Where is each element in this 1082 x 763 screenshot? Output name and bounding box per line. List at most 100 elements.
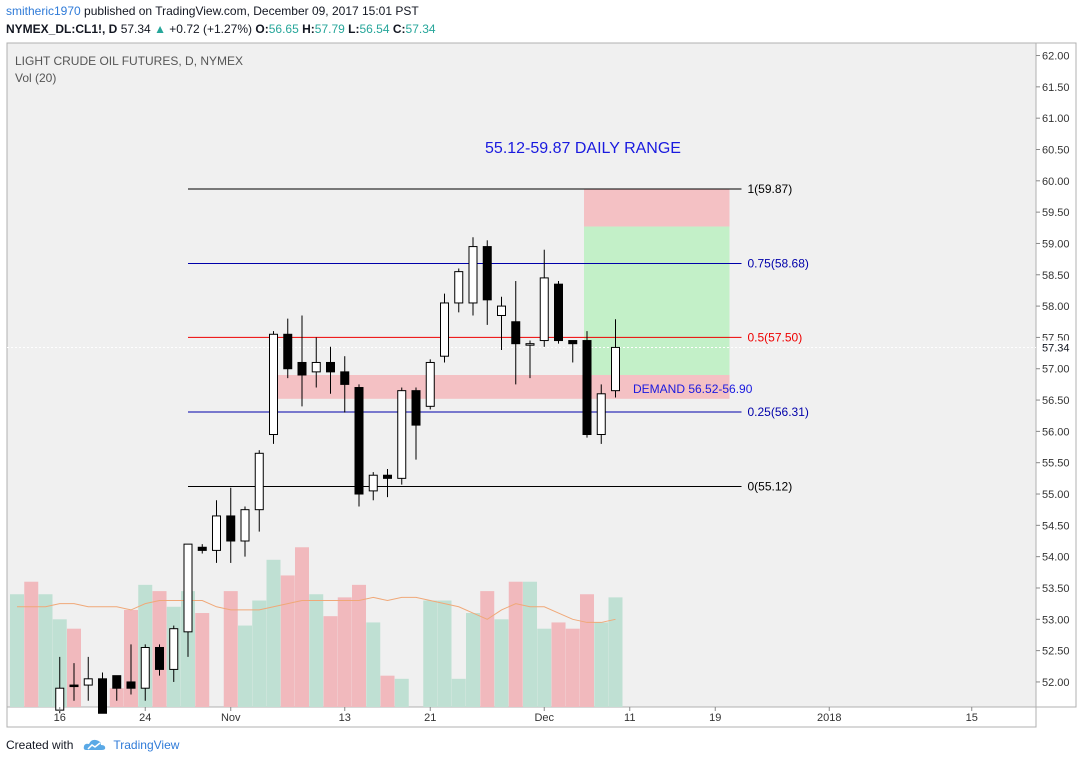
candle[interactable] [354, 384, 364, 507]
footer: Created with TradingView [6, 738, 179, 752]
candle-body [582, 340, 592, 436]
y-tick-label: 55.00 [1042, 489, 1070, 501]
close-value: 57.34 [405, 22, 436, 36]
candle[interactable] [440, 293, 449, 363]
candle-body [269, 333, 278, 436]
x-tick-label: 15 [966, 712, 978, 724]
publish-info: smitheric1970 published on TradingView.c… [6, 4, 419, 18]
candle-body [596, 393, 606, 436]
candle-body [69, 684, 79, 688]
candle[interactable] [368, 472, 378, 501]
candle-body [197, 546, 207, 551]
candle-body [155, 646, 164, 670]
candle-body [440, 302, 449, 357]
volume-bar [537, 628, 552, 707]
candle-body [411, 390, 421, 426]
candle[interactable] [254, 450, 264, 532]
last-price: 57.34 [120, 22, 151, 36]
candle-body [240, 509, 250, 542]
volume-bar [323, 616, 338, 707]
candle[interactable] [326, 346, 335, 394]
candle[interactable] [425, 359, 435, 410]
candle[interactable] [269, 331, 278, 444]
candle[interactable] [482, 240, 492, 325]
candle-body [83, 678, 93, 686]
candle[interactable] [611, 319, 620, 398]
symbol-name[interactable]: NYMEX_DL:CL1!, D [6, 22, 118, 36]
volume-bar [252, 600, 267, 707]
low-value: 56.54 [359, 22, 390, 36]
volume-bar [38, 594, 53, 707]
candle[interactable] [212, 500, 221, 563]
y-tick-label: 52.50 [1042, 646, 1070, 658]
price-change: +0.72 (+1.27%) [169, 22, 253, 36]
candle-body [511, 321, 521, 345]
candle[interactable] [411, 387, 421, 460]
y-tick-label: 56.00 [1042, 426, 1070, 438]
x-tick-label: 24 [139, 712, 151, 724]
candle[interactable] [126, 644, 136, 695]
candle[interactable] [340, 356, 350, 413]
candle-body [169, 628, 179, 670]
time-axis[interactable] [6, 706, 1037, 728]
candle[interactable] [69, 663, 79, 701]
candle[interactable] [155, 644, 164, 676]
tradingview-link[interactable]: TradingView [113, 738, 180, 752]
y-tick-label: 57.00 [1042, 364, 1070, 376]
price-chart[interactable]: 1(59.87) 0.75(58.68) 0.5(57.50) 0.25(56.31)… [0, 0, 1082, 730]
y-tick-label: 56.50 [1042, 395, 1070, 407]
candle[interactable] [568, 340, 578, 363]
volume-bar [594, 622, 609, 707]
candle[interactable] [240, 506, 250, 557]
candle[interactable] [98, 672, 107, 714]
y-tick-label: 60.00 [1042, 176, 1070, 188]
y-tick-label: 54.00 [1042, 552, 1070, 564]
candle-body [468, 246, 478, 304]
tradingview-cloud-icon[interactable] [83, 738, 107, 752]
candle[interactable] [596, 384, 606, 444]
candle[interactable] [582, 331, 592, 438]
candle[interactable] [397, 387, 407, 485]
candle[interactable] [511, 281, 521, 385]
candle[interactable] [226, 487, 236, 563]
y-tick-label: 53.50 [1042, 583, 1070, 595]
candle-body [525, 343, 535, 346]
candle[interactable] [140, 644, 150, 701]
candle[interactable] [525, 340, 535, 379]
candle[interactable] [554, 281, 563, 344]
price-axis[interactable] [1035, 42, 1077, 708]
candle[interactable] [454, 268, 464, 313]
candle[interactable] [497, 296, 506, 350]
up-arrow-icon: ▲ [154, 22, 166, 36]
volume-bar [238, 625, 252, 707]
y-tick-label: 62.00 [1042, 51, 1070, 63]
candle-body [283, 333, 293, 370]
candle[interactable] [169, 625, 179, 682]
candle[interactable] [183, 543, 193, 657]
volume-bar [195, 613, 210, 707]
range-annotation: 55.12-59.87 DAILY RANGE [485, 140, 681, 157]
candle-body [568, 340, 578, 345]
candle[interactable] [283, 318, 293, 379]
candle[interactable] [468, 237, 478, 316]
last-price-box [1037, 340, 1075, 355]
volume-bar [394, 678, 409, 707]
volume-bar [451, 678, 466, 707]
candle[interactable] [197, 544, 207, 554]
candle[interactable] [297, 315, 307, 407]
candle[interactable] [383, 468, 392, 498]
high-value: 57.79 [314, 22, 345, 36]
candle-body [212, 515, 221, 551]
candle[interactable] [112, 675, 122, 701]
volume-bar [309, 594, 324, 707]
author-link[interactable]: smitheric1970 [6, 4, 81, 18]
x-tick-label: 21 [424, 712, 436, 724]
candle[interactable] [539, 249, 549, 347]
volume-bar [223, 591, 238, 707]
candle[interactable] [83, 656, 93, 701]
fib-level-label: 1(59.87) [748, 182, 793, 196]
publish-text: published on TradingView.com, December 0… [84, 4, 419, 18]
stop-zone [584, 188, 730, 227]
candle[interactable] [311, 337, 321, 388]
y-tick-label: 61.00 [1042, 113, 1070, 125]
